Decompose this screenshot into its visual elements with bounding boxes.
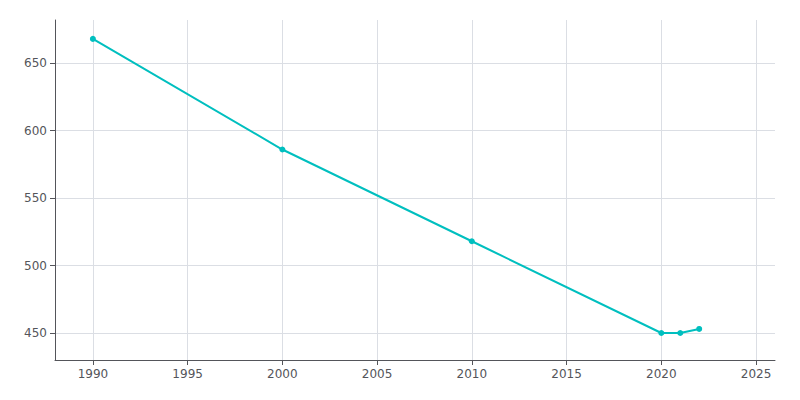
svg-text:650: 650 [24, 56, 47, 70]
svg-text:1995: 1995 [172, 367, 203, 381]
svg-text:450: 450 [24, 326, 47, 340]
svg-text:2020: 2020 [646, 367, 677, 381]
svg-text:1990: 1990 [78, 367, 109, 381]
svg-text:600: 600 [24, 124, 47, 138]
svg-text:500: 500 [24, 259, 47, 273]
svg-text:2005: 2005 [362, 367, 393, 381]
svg-text:2000: 2000 [267, 367, 298, 381]
svg-text:2025: 2025 [741, 367, 772, 381]
svg-text:2010: 2010 [457, 367, 488, 381]
svg-text:550: 550 [24, 191, 47, 205]
svg-text:2015: 2015 [551, 367, 582, 381]
